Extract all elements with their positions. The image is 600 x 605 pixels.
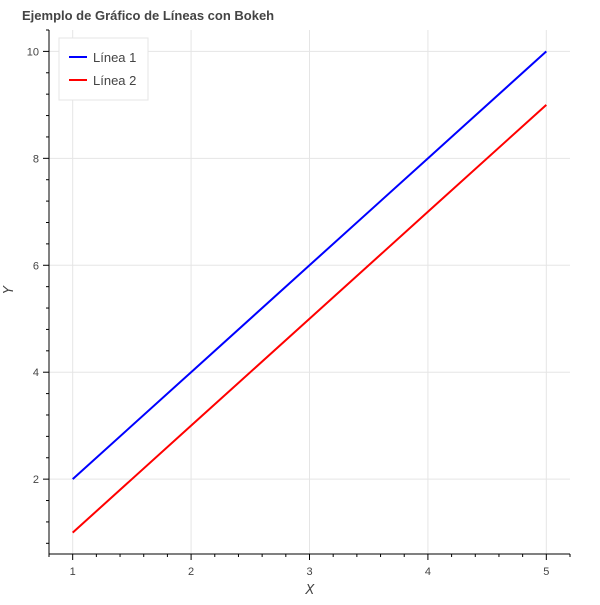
series-line-2 bbox=[72, 104, 547, 534]
x-tick-label: 3 bbox=[306, 566, 312, 578]
x-axis-label: X bbox=[305, 583, 316, 598]
y-tick-label: 2 bbox=[33, 474, 39, 486]
legend-box bbox=[58, 37, 149, 101]
grid bbox=[49, 30, 570, 554]
x-tick-label: 5 bbox=[543, 566, 549, 578]
x-tick-label: 1 bbox=[70, 566, 76, 578]
axes: 1 2 3 4 5 2 4 6 8 10 bbox=[27, 29, 571, 578]
y-tick-label: 6 bbox=[33, 260, 39, 272]
y-tick-label: 10 bbox=[27, 46, 39, 58]
y-tick-label: 4 bbox=[33, 367, 39, 379]
legend: Línea 1 Línea 2 bbox=[58, 37, 149, 101]
legend-label-2: Línea 2 bbox=[93, 73, 136, 88]
x-tick-label: 2 bbox=[188, 566, 194, 578]
x-tick-label: 4 bbox=[425, 566, 431, 578]
series-lines bbox=[72, 50, 547, 534]
y-axis-label: Y bbox=[2, 285, 17, 294]
chart-title: Ejemplo de Gráfico de Líneas con Bokeh bbox=[22, 8, 274, 23]
series-line-1 bbox=[72, 50, 547, 480]
y-tick-label: 8 bbox=[33, 153, 39, 165]
legend-label-1: Línea 1 bbox=[93, 50, 136, 65]
